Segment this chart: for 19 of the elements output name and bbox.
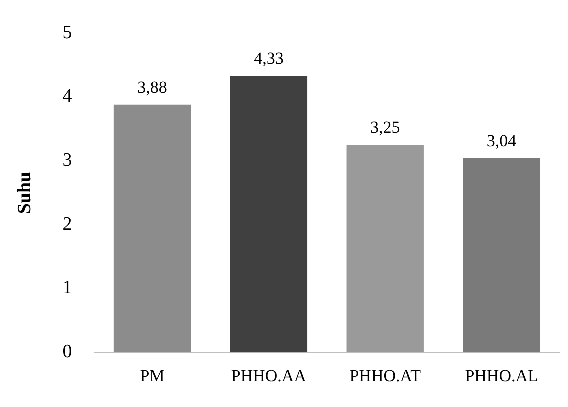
y-axis-title: Suhu bbox=[14, 171, 36, 214]
data-label: 3,04 bbox=[486, 131, 518, 150]
y-tick-label: 3 bbox=[62, 150, 72, 172]
bar bbox=[346, 145, 424, 353]
y-tick-label: 1 bbox=[62, 278, 72, 299]
bar bbox=[463, 158, 540, 353]
bar bbox=[114, 104, 192, 353]
y-tick-label: 0 bbox=[62, 342, 72, 363]
data-label: 3,25 bbox=[370, 118, 400, 138]
data-label: 4,33 bbox=[254, 49, 284, 68]
y-tick-label: 5 bbox=[62, 22, 72, 44]
data-label: 3,88 bbox=[138, 78, 168, 97]
y-tick-label: 2 bbox=[62, 214, 72, 235]
x-tick-label: PHHO.AT bbox=[350, 366, 422, 386]
bar bbox=[230, 76, 308, 353]
x-tick-label: PHHO.AA bbox=[231, 366, 308, 386]
x-tick-label: PHHO.AL bbox=[465, 366, 538, 386]
x-tick-label: PM bbox=[140, 366, 165, 386]
y-tick-label: 4 bbox=[62, 86, 73, 108]
